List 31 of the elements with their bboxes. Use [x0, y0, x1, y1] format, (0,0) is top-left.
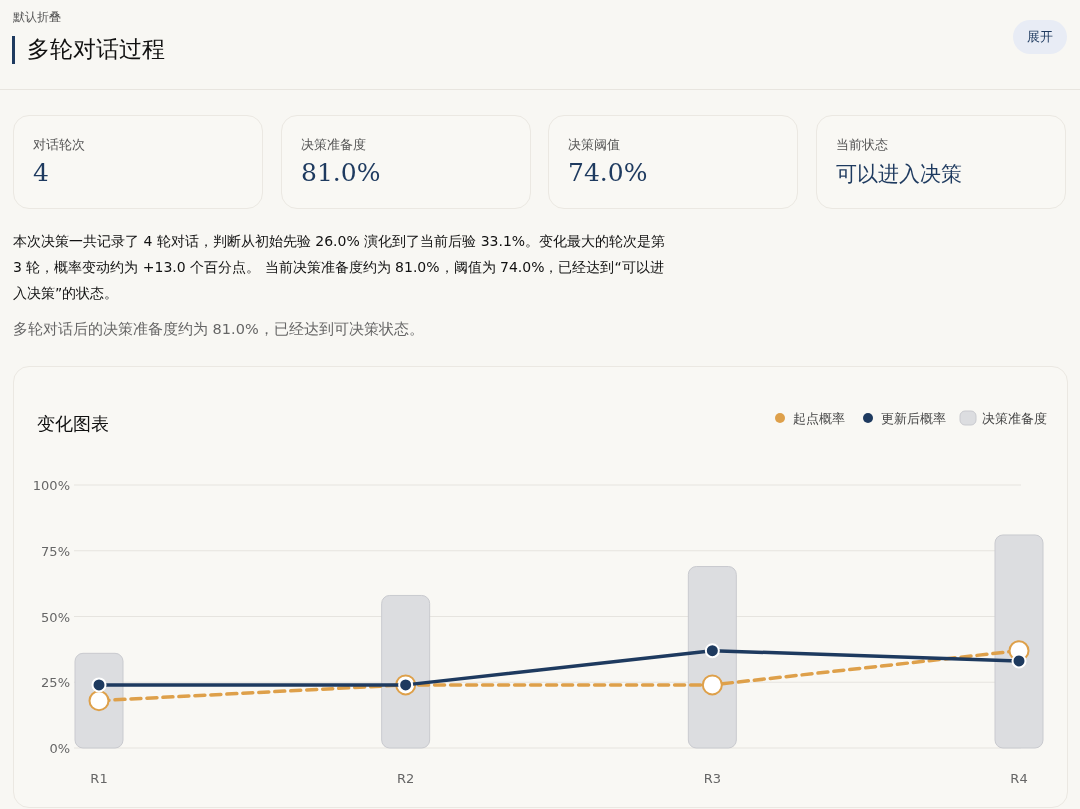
text: 可以进入决策	[836, 161, 962, 188]
text: 展开	[1013, 20, 1067, 54]
point	[88, 690, 110, 712]
chart-title: 变化图表	[37, 413, 109, 434]
text: 对话轮次	[33, 136, 85, 154]
x-tick-label: R2	[397, 771, 415, 786]
legend-label: 起点概率	[793, 411, 845, 426]
legend-label: 更新后概率	[881, 411, 946, 426]
y-tick-label: 100%	[32, 478, 70, 493]
text: 多轮对话后的决策准备度约为 81.0%，已经达到可决策状态。	[13, 320, 425, 339]
point	[701, 674, 723, 696]
x-tick-label: R4	[1010, 771, 1028, 786]
point	[1011, 653, 1027, 669]
y-tick-label: 50%	[41, 609, 70, 625]
text: 74.0%	[568, 158, 648, 187]
text: 决策阈值	[568, 136, 620, 154]
text: 当前状态	[836, 136, 888, 154]
point	[91, 677, 107, 693]
text: 默认折叠	[13, 9, 61, 26]
text: 决策准备度	[301, 136, 366, 154]
x-tick-label: R1	[90, 771, 108, 786]
point	[704, 643, 720, 659]
x-tick-label: R3	[703, 771, 721, 786]
text: 多轮对话过程	[27, 35, 165, 64]
y-tick-label: 75%	[41, 543, 70, 559]
text: 81.0%	[301, 158, 381, 187]
y-tick-label: 0%	[49, 741, 70, 756]
y-tick-label: 25%	[41, 675, 70, 691]
legend-label: 决策准备度	[982, 411, 1047, 426]
text: 本次决策一共记录了 4 轮对话，判断从初始先验 26.0% 演化到了当前后验 33.1%。变化最大的轮次是第 3 轮，概率变动约为 +13.0 个百分点。 当前决策准备度约为 81.0%，阈值为 74.0%，已经达到“可以进入决策”的状态。	[13, 232, 667, 303]
text: 4	[33, 158, 49, 187]
